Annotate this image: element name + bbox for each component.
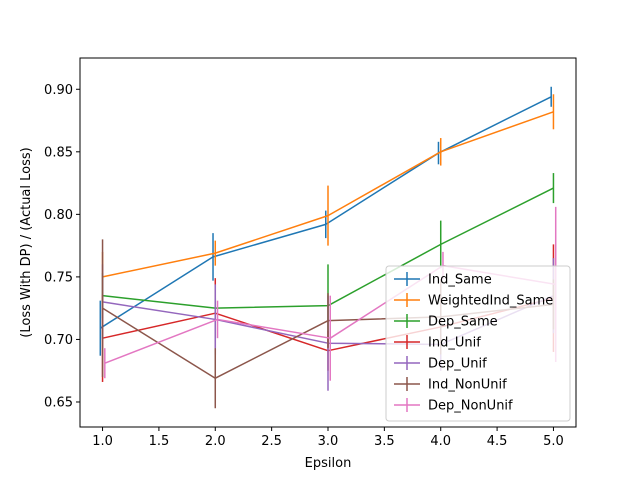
x-tick-label: 1.5	[149, 434, 170, 449]
legend-label: Ind_Same	[428, 273, 492, 288]
y-tick-label: 0.65	[44, 395, 73, 410]
legend-entry-Ind_Same: Ind_Same	[394, 272, 492, 288]
y-tick-label: 0.70	[44, 333, 73, 348]
legend-entry-Dep_Unif: Dep_Unif	[394, 356, 487, 372]
y-tick-label: 0.85	[44, 145, 73, 160]
x-tick-label: 4.0	[430, 434, 451, 449]
series-Ind_Same	[99, 86, 552, 356]
legend-entry-Dep_NonUnif: Dep_NonUnif	[394, 398, 513, 414]
legend-entry-Ind_Unif: Ind_Unif	[394, 335, 481, 351]
x-axis-label: Epsilon	[305, 456, 352, 471]
x-tick-label: 3.5	[374, 434, 395, 449]
x-tick-label: 2.0	[205, 434, 226, 449]
legend-label: Dep_Same	[428, 315, 498, 330]
axes: 1.0 1.5 2.0 2.5 3.0 3.5 4.0 4.5 5.0 0.65 0.70 0.75 0…	[19, 57, 577, 471]
x-tick-label: 1.0	[92, 434, 113, 449]
x-tick-label: 5.0	[543, 434, 564, 449]
legend-entry-Ind_NonUnif: Ind_NonUnif	[394, 377, 507, 393]
legend-entry-WeightedInd_Same: WeightedInd_Same	[394, 293, 553, 309]
legend-label: Dep_Unif	[428, 357, 487, 372]
y-tick-label: 0.90	[44, 83, 73, 98]
x-tick-label: 3.0	[318, 434, 339, 449]
y-tick-label: 0.75	[44, 270, 73, 285]
legend-label: Ind_Unif	[428, 336, 481, 351]
legend-entry-Dep_Same: Dep_Same	[394, 314, 498, 330]
x-tick-label: 2.5	[261, 434, 282, 449]
y-axis-label: (Loss With DP) / (Actual Loss)	[19, 147, 34, 337]
legend: Ind_Same WeightedInd_Same Dep_Same Ind_Unif…	[385, 265, 571, 422]
legend-label: Ind_NonUnif	[428, 378, 507, 393]
legend-box	[385, 265, 571, 422]
legend-label: WeightedInd_Same	[428, 294, 553, 309]
y-tick-label: 0.80	[44, 208, 73, 223]
legend-label: Dep_NonUnif	[428, 399, 513, 414]
x-tick-label: 4.5	[487, 434, 508, 449]
